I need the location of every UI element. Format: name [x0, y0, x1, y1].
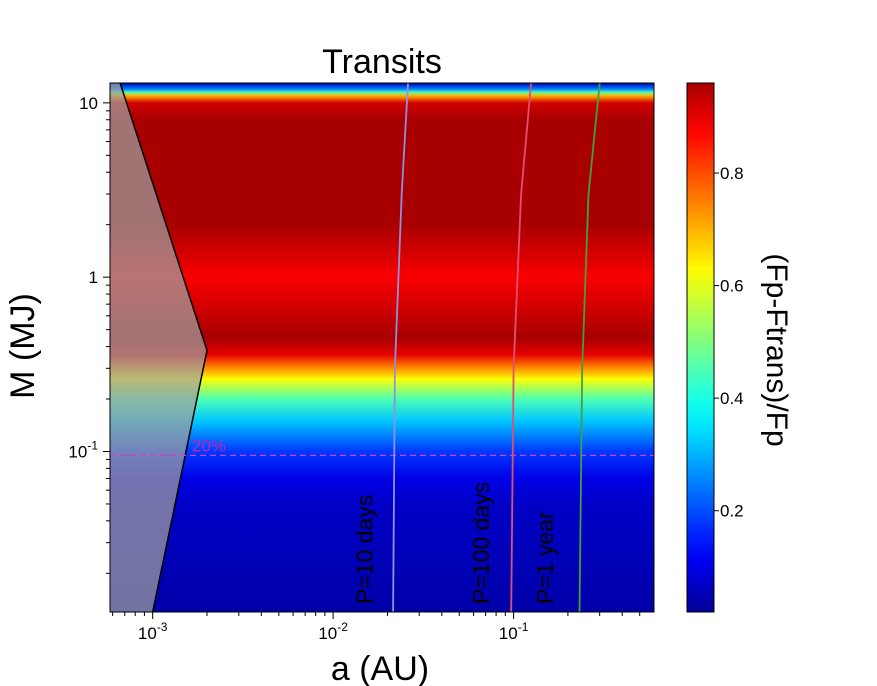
period-curve-2 — [510, 83, 532, 612]
excluded-region-boundary — [119, 83, 208, 612]
colorbar-ticks: 0.2 0.4 0.6 0.8 — [714, 164, 744, 521]
y-tick-label: 10 — [79, 94, 98, 113]
x-tick-label: 10-2 — [318, 620, 348, 643]
colorbar-scale — [686, 82, 715, 613]
excluded-region — [110, 83, 208, 612]
y-tick-label: 1 — [89, 268, 98, 287]
y-axis-ticks: 10 1 10-1 — [68, 94, 110, 574]
threshold-label: 20% — [192, 436, 226, 455]
y-tick-label: 10-1 — [68, 438, 98, 461]
colorbar-tick-label: 0.6 — [720, 277, 744, 296]
period-curve-label-2: P=100 days — [468, 482, 494, 604]
plot-frame — [109, 82, 655, 613]
colorbar-tick-label: 0.4 — [720, 389, 744, 408]
colorbar-tick-label: 0.2 — [720, 502, 744, 521]
plot-area: 20% P=10 days P=100 days P=1 year — [109, 82, 655, 613]
period-curve-label-3: P=1 year — [532, 511, 558, 604]
x-tick-label: 10-1 — [499, 620, 529, 643]
period-curve-3 — [578, 83, 601, 612]
period-curve-label-1: P=10 days — [351, 495, 377, 604]
x-axis-label: a (AU) — [331, 650, 429, 686]
colorbar-label: (Fp-Ftrans)/Fp — [760, 253, 793, 446]
x-axis-ticks: 10-3 10-2 10-1 — [112, 612, 641, 643]
chart-title: Transits — [322, 43, 442, 81]
colorbar-tick-label: 0.8 — [720, 164, 744, 183]
y-axis-label: M (MJ) — [4, 293, 42, 399]
period-curve-1 — [392, 83, 409, 612]
colorbar: 0.2 0.4 0.6 0.8 (Fp-Ftrans)/Fp — [686, 82, 793, 613]
x-tick-label: 10-3 — [138, 620, 168, 643]
